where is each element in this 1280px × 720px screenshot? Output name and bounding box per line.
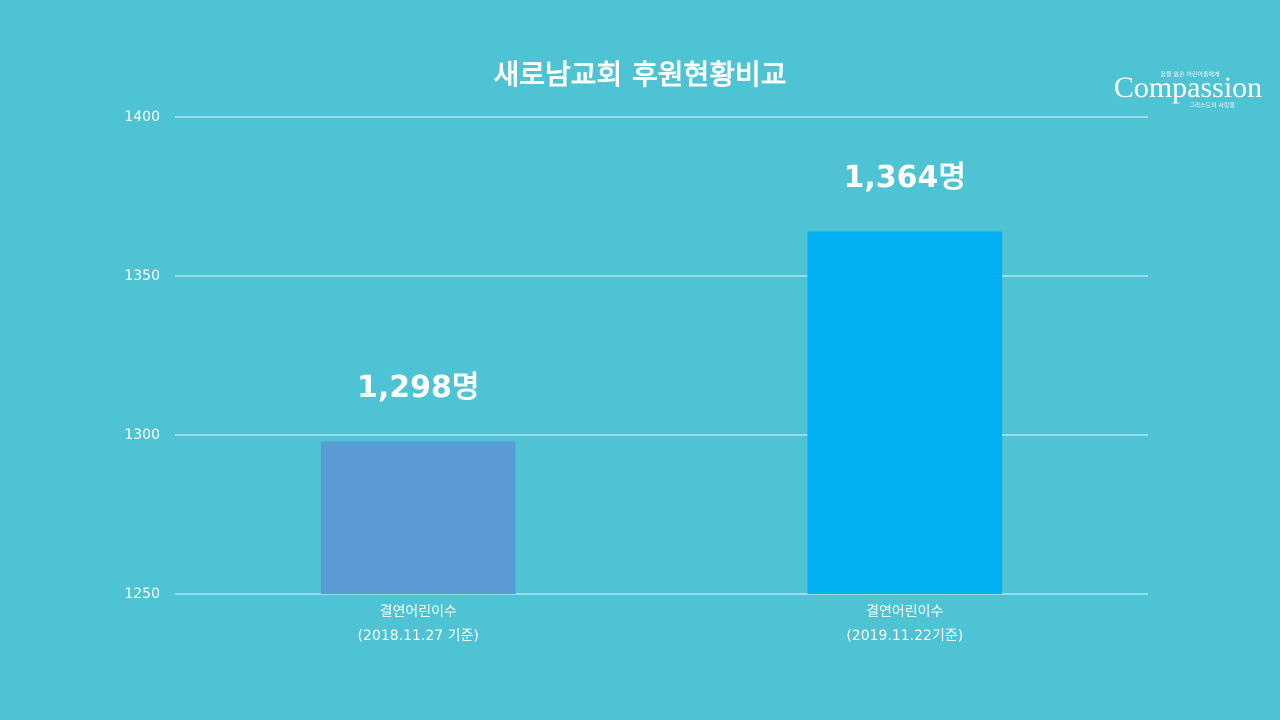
value-label: 1,364명 [844,160,967,195]
logo-tagline: 꿈을 잃은 어린이들에게 [1160,71,1219,79]
bar [320,441,516,594]
chart-title: 새로남교회 후원현황비교 [493,58,786,91]
logo-tagline: 그리스도의 사랑을 [1189,102,1236,110]
x-tick-label: (2019.11.22기준) [846,628,963,644]
y-tick-label: 1400 [124,109,160,125]
y-tick-label: 1300 [124,427,160,443]
logo: 꿈을 잃은 어린이들에게 Compassion 그리스도의 사랑을 [1114,71,1262,110]
y-tick-label: 1350 [124,268,160,284]
value-label: 1,298명 [357,370,480,405]
x-tick-label: 결연어린이수 [380,604,457,620]
x-tick-label: 결연어린이수 [866,604,943,620]
bar [807,231,1003,595]
logo-name: Compassion [1114,71,1262,104]
y-tick-label: 1250 [124,586,160,602]
x-tick-label: (2018.11.27 기준) [358,628,479,644]
